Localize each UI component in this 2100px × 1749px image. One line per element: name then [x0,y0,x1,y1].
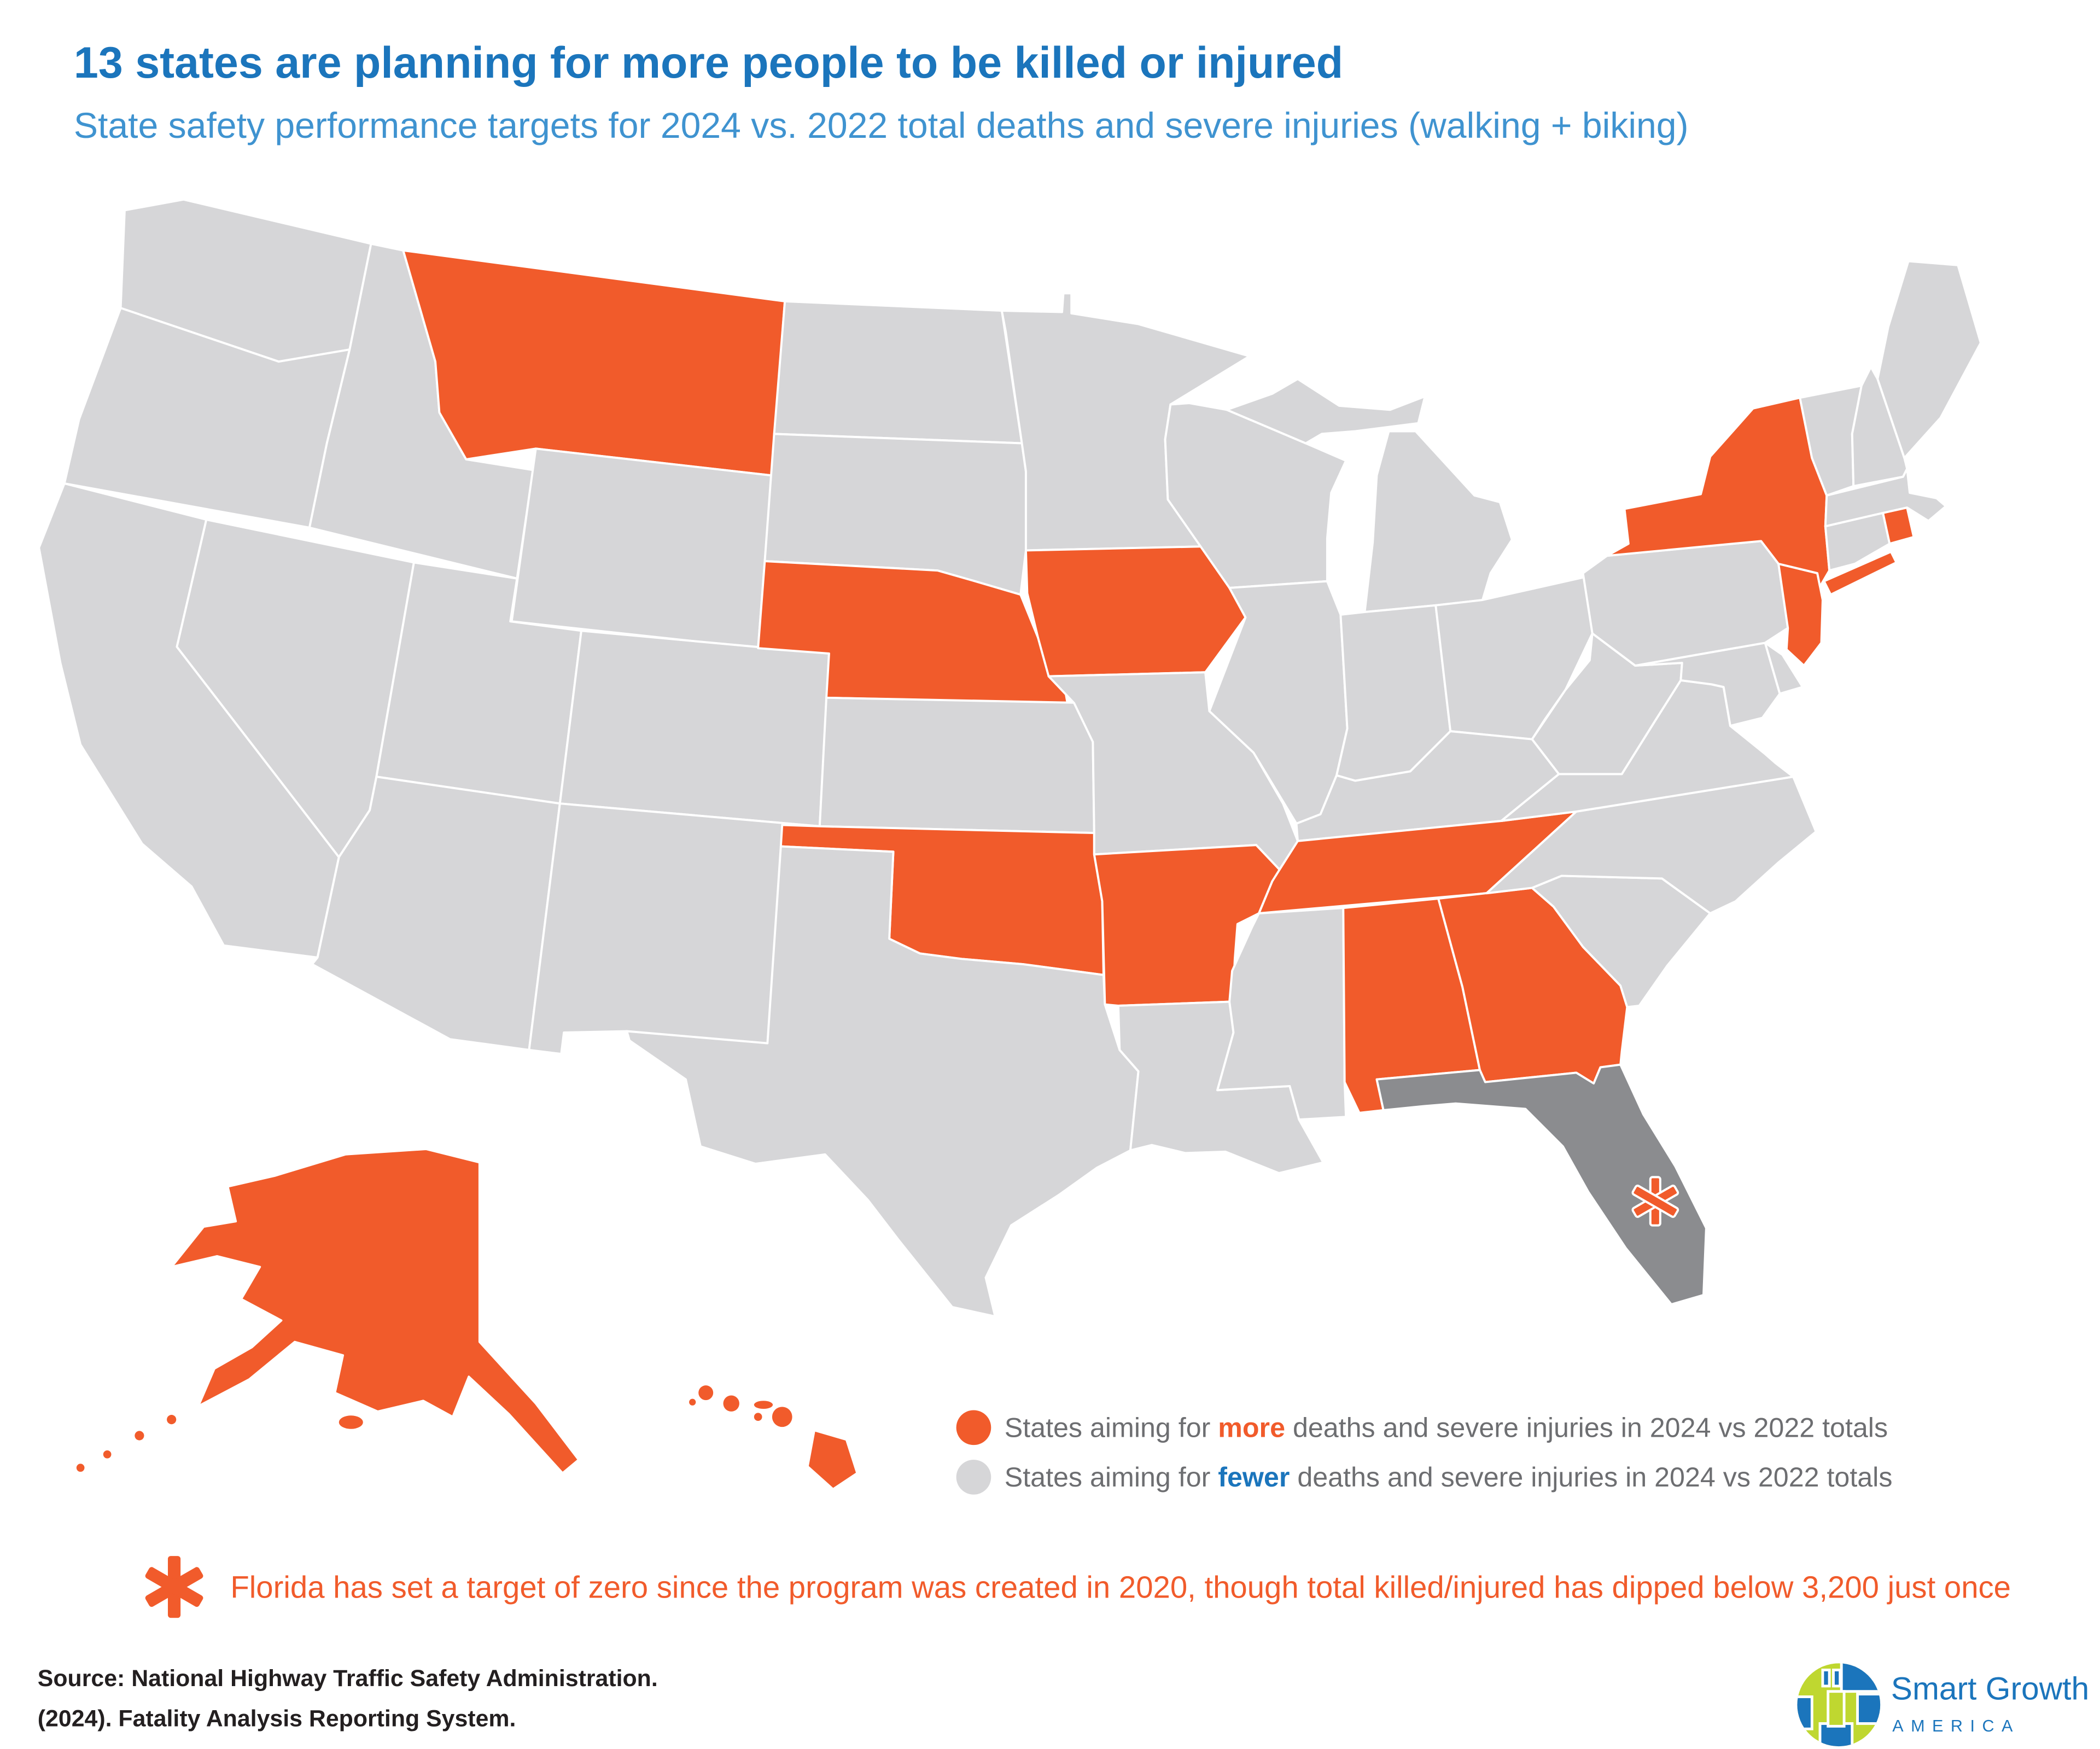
footnote: Florida has set a target of zero since t… [144,1556,2011,1618]
state-wisconsin [1164,402,1348,589]
state-hawaii-maui [772,1407,792,1427]
state-hawaii-oahu [723,1395,739,1412]
state-hawaii-kauai [698,1385,714,1401]
state-montana [402,249,786,477]
logo-line-2: AMERICA [1892,1717,2020,1735]
state-alaska [170,1148,580,1474]
state-new-jersey [1777,562,1824,667]
legend-dot-more [956,1410,991,1445]
page-subtitle: State safety performance targets for 202… [74,106,1689,146]
source: Source: National Highway Traffic Safety … [38,1665,658,1731]
state-florida [1375,1063,1707,1305]
legend: States aiming for more deaths and severe… [956,1410,1893,1495]
us-map [38,198,1982,1490]
state-north-dakota [773,300,1023,445]
state-alaska-aleutian-island [167,1415,177,1425]
state-kansas [818,696,1095,835]
state-alaska-aleutian-island [103,1450,112,1459]
logo: Smart Growth AMERICA [1797,1663,2089,1747]
state-wyoming [510,447,773,650]
state-texas [626,845,1140,1318]
smart-growth-america-logo-icon [1797,1663,1881,1747]
state-iowa [1024,545,1247,678]
state-alaska-aleutian-island [76,1464,85,1472]
state-michigan [1363,430,1513,614]
legend-dot-fewer [956,1460,991,1495]
logo-line-1: Smart Growth [1891,1671,2089,1706]
page-title: 13 states are planning for more people t… [74,38,1343,88]
footnote-text: Florida has set a target of zero since t… [230,1570,2011,1604]
state-hawaii-lanai [754,1413,762,1421]
state-hawaii-molokai [754,1401,773,1409]
state-colorado [558,629,830,827]
state-michigan-upper [1226,378,1426,445]
state-hawaii-niihau [689,1398,696,1406]
source-line-2: (2024). Fatality Analysis Reporting Syst… [38,1705,516,1731]
state-north-carolina [1485,776,1817,914]
legend-label-more: States aiming for more deaths and severe… [1005,1412,1888,1443]
state-alaska-kodiak-island [339,1415,363,1429]
state-hawaii-big-island [806,1429,859,1490]
footnote-asterisk [144,1556,205,1618]
state-new-york-long-island [1823,550,1898,596]
state-maine [1876,260,1982,459]
state-alaska-aleutian-island [135,1431,144,1441]
state-new-hampshire [1851,365,1909,487]
state-delaware [1764,642,1804,695]
source-line-1: Source: National Highway Traffic Safety … [38,1665,658,1692]
legend-label-fewer: States aiming for fewer deaths and sever… [1005,1462,1893,1493]
